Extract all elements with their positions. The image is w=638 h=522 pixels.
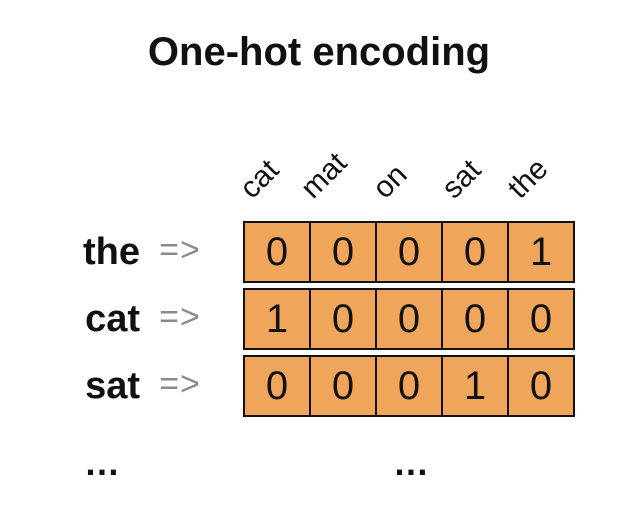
column-header-cat: cat (233, 153, 286, 205)
matrix-cell: 0 (507, 355, 575, 417)
maps-to-arrow: => (159, 231, 201, 269)
matrix-cell: 1 (243, 288, 311, 350)
diagram-title: One-hot encoding (147, 30, 491, 74)
column-header-the: the (501, 152, 555, 205)
matrix-cell: 1 (507, 221, 575, 283)
matrix-cell: 0 (375, 221, 443, 283)
matrix-cell: 0 (507, 288, 575, 350)
more-rows-ellipsis: … (84, 442, 120, 483)
matrix-cell: 0 (243, 355, 311, 417)
column-header-on: on (366, 158, 414, 205)
row-word: the (83, 231, 140, 273)
matrix-cell: 0 (375, 355, 443, 417)
matrix-cell: 0 (441, 288, 509, 350)
matrix-cell: 0 (309, 288, 377, 350)
maps-to-arrow: => (159, 298, 201, 336)
matrix-cell: 0 (375, 288, 443, 350)
vector-cells: 0 0 0 0 1 (243, 221, 575, 283)
vector-cells: 1 0 0 0 0 (243, 288, 575, 350)
matrix-cell: 0 (243, 221, 311, 283)
column-header-mat: mat (294, 146, 354, 205)
matrix-cell: 1 (441, 355, 509, 417)
vector-cells: 0 0 0 1 0 (243, 355, 575, 417)
maps-to-arrow: => (159, 365, 201, 403)
column-header-sat: sat (435, 153, 488, 205)
matrix-cell: 0 (309, 221, 377, 283)
encoding-row-sat: sat => 0 0 0 1 0 (0, 355, 638, 417)
matrix-cell: 0 (441, 221, 509, 283)
more-vectors-ellipsis: … (393, 442, 429, 483)
matrix-cell: 0 (309, 355, 377, 417)
row-word: sat (85, 365, 140, 407)
encoding-row-cat: cat => 1 0 0 0 0 (0, 288, 638, 350)
row-word: cat (85, 298, 140, 340)
encoding-row-the: the => 0 0 0 0 1 (0, 221, 638, 283)
